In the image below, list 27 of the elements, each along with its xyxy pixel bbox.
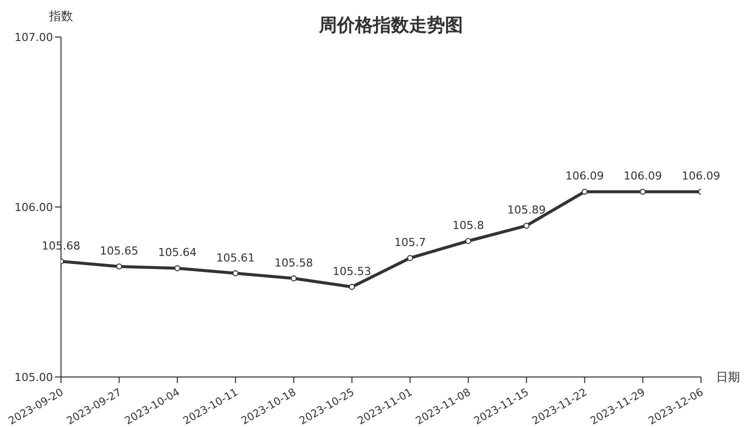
point <box>290 275 297 282</box>
point <box>348 284 355 290</box>
point <box>174 265 180 272</box>
point <box>640 188 646 195</box>
data-label: 105.58 <box>274 256 313 270</box>
point <box>523 222 530 229</box>
data-label: 106.09 <box>565 170 604 183</box>
y-axis-title: 指数 <box>49 8 73 25</box>
data-label: 106.09 <box>624 170 662 183</box>
data-label: 106.09 <box>682 170 720 183</box>
data-label: 105.53 <box>332 264 372 278</box>
point <box>465 238 472 244</box>
data-label: 105.61 <box>216 251 255 264</box>
point <box>407 255 414 261</box>
point <box>116 264 122 270</box>
x-axis-title: 日期 <box>716 369 740 386</box>
data-label: 105.64 <box>158 246 197 260</box>
data-label: 105.89 <box>507 204 546 217</box>
point <box>582 188 588 195</box>
point <box>232 270 239 276</box>
y-tick-label: 106.00 <box>14 200 53 214</box>
data-label: 105.65 <box>100 244 138 258</box>
chart-title: 周价格指数走势图 <box>319 15 463 36</box>
y-tick-label: 107.00 <box>14 30 53 44</box>
data-label: 105.8 <box>452 219 484 232</box>
y-tick-label: 105.00 <box>14 370 53 384</box>
data-label: 105.7 <box>394 236 426 249</box>
